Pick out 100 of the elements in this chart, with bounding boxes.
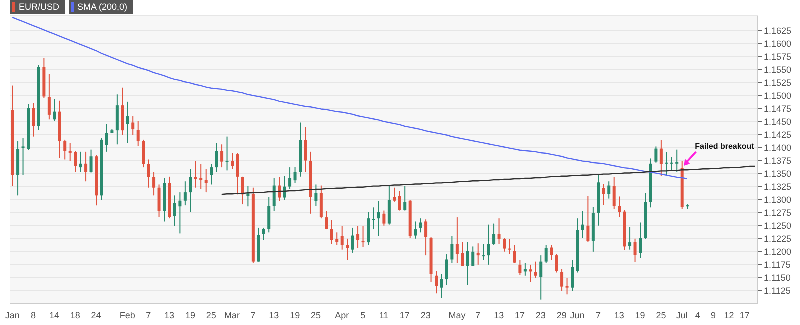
candlestick	[476, 243, 480, 266]
candlestick	[618, 196, 622, 218]
candlestick	[283, 176, 286, 201]
candlestick	[524, 262, 527, 276]
candlestick	[294, 166, 297, 184]
candlestick	[612, 176, 616, 210]
y-tick-label: 1.1600	[764, 38, 792, 49]
candlestick	[534, 261, 538, 279]
candlestick	[241, 176, 244, 206]
candlestick	[628, 226, 632, 250]
x-tick-label: Jun	[570, 310, 585, 320]
candlestick	[74, 150, 78, 173]
candlestick	[158, 184, 161, 218]
candlestick	[330, 220, 334, 245]
candlestick	[340, 226, 344, 250]
candlestick	[445, 254, 448, 286]
x-tick-label: 23	[420, 310, 431, 320]
y-tick-label: 1.1225	[764, 234, 792, 244]
candlestick	[346, 238, 350, 261]
candlestick	[64, 139, 67, 160]
x-tick-label: 5	[360, 310, 366, 320]
x-tick-label: 11	[379, 310, 389, 320]
line-series	[12, 16, 688, 180]
candlestick	[351, 227, 354, 254]
x-tick-label: 7	[250, 310, 256, 320]
y-tick-label: 1.1575	[764, 52, 792, 62]
y-tick-label: 1.1475	[764, 104, 792, 114]
x-tick-label: 19	[635, 310, 646, 320]
x-tick-label: 25	[206, 310, 216, 320]
y-tick-label: 1.1200	[764, 247, 792, 258]
candlestick	[482, 244, 486, 261]
candlestick	[404, 186, 407, 212]
candlestick	[550, 244, 554, 261]
x-tick-label: 13	[614, 310, 624, 320]
candlestick	[210, 164, 214, 186]
candlestick	[498, 218, 501, 245]
candlestick	[215, 142, 218, 173]
candlestick	[356, 226, 360, 249]
candlestick	[362, 226, 365, 248]
x-tick-label: 13	[164, 310, 175, 320]
candlestick	[200, 164, 203, 190]
candlestick	[544, 244, 548, 264]
x-tick-label: Jan	[5, 310, 20, 320]
candlestick	[566, 278, 569, 296]
candlestick	[602, 184, 606, 206]
candlestick	[136, 120, 140, 147]
candlestick	[372, 207, 376, 230]
x-tick-label: 7	[146, 310, 152, 320]
candlestick	[487, 224, 490, 266]
y-tick-label: 1.1450	[764, 116, 792, 127]
candlestick	[152, 172, 156, 196]
y-tick-label: 1.1275	[764, 208, 792, 218]
candlestick	[204, 168, 208, 194]
candlestick	[336, 232, 339, 246]
candlestick	[586, 196, 590, 243]
x-tick-label: 13	[269, 310, 280, 320]
x-tick-label: 13	[494, 310, 504, 320]
y-tick-label: 1.1425	[764, 130, 792, 140]
x-tick-label: 19	[290, 310, 300, 320]
x-tick-label: 17	[400, 310, 410, 320]
y-tick-label: 1.1525	[764, 78, 792, 88]
candlestick	[22, 138, 25, 176]
candlestick	[367, 212, 370, 246]
x-tick-label: 14	[49, 310, 60, 320]
candlestick	[665, 152, 668, 176]
y-tick-label: 1.1350	[764, 168, 792, 179]
candlestick	[508, 238, 512, 255]
x-tick-label: 7	[476, 310, 481, 320]
x-tick-label: 12	[724, 310, 734, 320]
candlestick	[456, 217, 459, 264]
y-tick-label: 1.1300	[764, 195, 792, 206]
x-tick-label: Mar	[224, 310, 240, 320]
candlestick	[670, 156, 674, 172]
y-tick-label: 1.1550	[764, 64, 792, 75]
candlestick	[178, 192, 182, 234]
candlestick	[325, 210, 328, 230]
candlestick	[268, 196, 271, 234]
candlestick	[246, 186, 250, 208]
candlestick	[142, 139, 146, 168]
candlestick	[220, 144, 224, 168]
candlestick	[68, 142, 72, 162]
candlestick	[503, 238, 506, 252]
y-tick-label: 1.1375	[764, 156, 792, 166]
y-tick-label: 1.1325	[764, 182, 792, 192]
candlestick	[382, 210, 386, 226]
candlestick	[608, 181, 611, 200]
x-tick-label: 8	[31, 310, 36, 320]
candlestick	[226, 136, 229, 172]
y-tick-label: 1.1500	[764, 90, 792, 101]
candlestick	[147, 159, 150, 188]
candlestick	[440, 274, 444, 299]
y-tick-label: 1.1400	[764, 142, 792, 153]
x-tick-label: Jul	[676, 310, 688, 320]
candlestick	[236, 152, 240, 196]
candlestick	[518, 260, 522, 276]
candlestick	[194, 160, 198, 188]
candlestick	[424, 219, 428, 256]
candlestick	[492, 223, 496, 246]
candlestick	[262, 227, 266, 241]
y-tick-label: 1.1250	[764, 221, 792, 232]
